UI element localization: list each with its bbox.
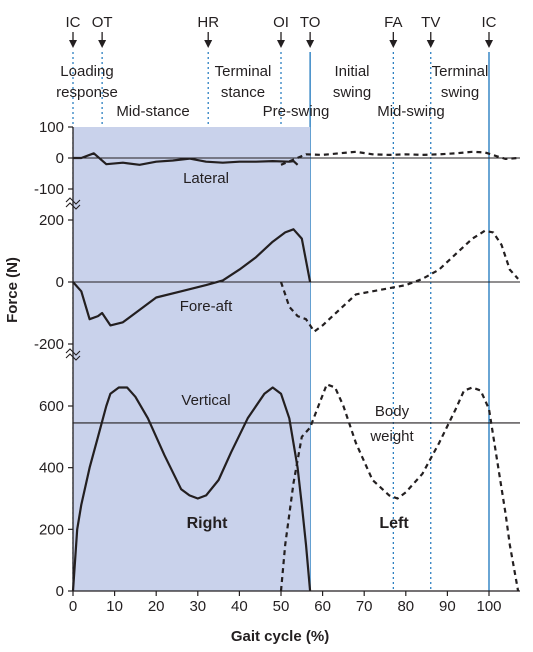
left-2-curve [279, 383, 520, 592]
y-axis-title: Force (N) [4, 257, 21, 323]
event-arrow-head [306, 40, 315, 48]
event-label-oi: OI [273, 14, 289, 31]
x-tick-label: 0 [69, 598, 77, 615]
phase-label: Mid-stance [116, 103, 189, 120]
right-0-curve [73, 152, 299, 166]
body-weight-label-line2: weight [369, 428, 414, 445]
fore-aft-label: Fore-aft [180, 298, 233, 315]
right-2-curve [71, 386, 312, 592]
event-arrow-head [389, 40, 398, 48]
y-tick-label: -200 [34, 336, 64, 353]
y-tick-label: 200 [39, 212, 64, 229]
y-tick-label: 0 [56, 274, 64, 291]
phase-label: Pre-swing [263, 103, 330, 120]
event-arrow-head [277, 40, 285, 48]
left-1-curve [279, 229, 519, 333]
x-tick-label: 60 [314, 598, 331, 615]
phase-label: Loading [60, 63, 113, 80]
y-tick-label: 0 [56, 150, 64, 167]
phase-label: Mid-swing [377, 103, 445, 120]
panel-labels: Lateral Fore-aft Vertical Right Left Bod… [4, 170, 415, 645]
x-tick-label: 80 [397, 598, 414, 615]
x-axis-title: Gait cycle (%) [231, 628, 329, 645]
event-arrow-head [98, 40, 107, 48]
x-tick-label: 30 [189, 598, 206, 615]
phase-label: swing [333, 84, 371, 101]
event-arrow-head [485, 40, 493, 48]
event-label-fa: FA [384, 14, 402, 31]
gait-phases: Loading response Mid-stance Terminal stance P… [56, 63, 488, 120]
event-label-ic: IC [482, 14, 497, 31]
reference-lines [73, 157, 520, 424]
lateral-label: Lateral [183, 170, 229, 187]
gait-events: IC OT HR OI TO FA TV IC [66, 14, 497, 591]
phase-label: Terminal [432, 63, 489, 80]
event-label-ot: OT [92, 14, 113, 31]
y-tick-label: 100 [39, 119, 64, 136]
force-curves [71, 150, 520, 592]
phase-label: Terminal [215, 63, 272, 80]
left-side-label: Left [379, 515, 409, 532]
phase-label: Initial [334, 63, 369, 80]
y-tick-label: 0 [56, 583, 64, 600]
y-tick-label: 400 [39, 460, 64, 477]
phase-label: response [56, 84, 118, 101]
event-label-ic: IC [66, 14, 81, 31]
x-tick-label: 20 [148, 598, 165, 615]
event-arrow-head [69, 40, 77, 48]
event-arrow-head [204, 40, 213, 48]
right-1-curve [72, 228, 312, 327]
y-tick-label: 200 [39, 521, 64, 538]
event-label-tv: TV [421, 14, 440, 31]
x-tick-label: 100 [476, 598, 501, 615]
y-tick-label: -100 [34, 181, 64, 198]
body-weight-label-line1: Body [375, 403, 410, 420]
x-tick-label: 70 [356, 598, 373, 615]
phase-label: swing [441, 84, 479, 101]
y-tick-label: 600 [39, 398, 64, 415]
stance-phase-shading [73, 127, 311, 591]
vertical-label: Vertical [181, 392, 230, 409]
phase-label: stance [221, 84, 265, 101]
x-tick-label: 40 [231, 598, 248, 615]
event-label-to: TO [300, 14, 321, 31]
axis-break-mark [65, 348, 81, 356]
x-tick-label: 10 [106, 598, 123, 615]
event-arrow-head [426, 40, 435, 48]
axis-break-mark [65, 202, 81, 210]
left-0-curve [280, 150, 519, 166]
event-label-hr: HR [197, 14, 219, 31]
axis-break-mark [65, 353, 81, 361]
axis-break-mark [65, 197, 81, 205]
right-side-label: Right [187, 515, 229, 532]
x-tick-label: 50 [273, 598, 290, 615]
x-tick-label: 90 [439, 598, 456, 615]
